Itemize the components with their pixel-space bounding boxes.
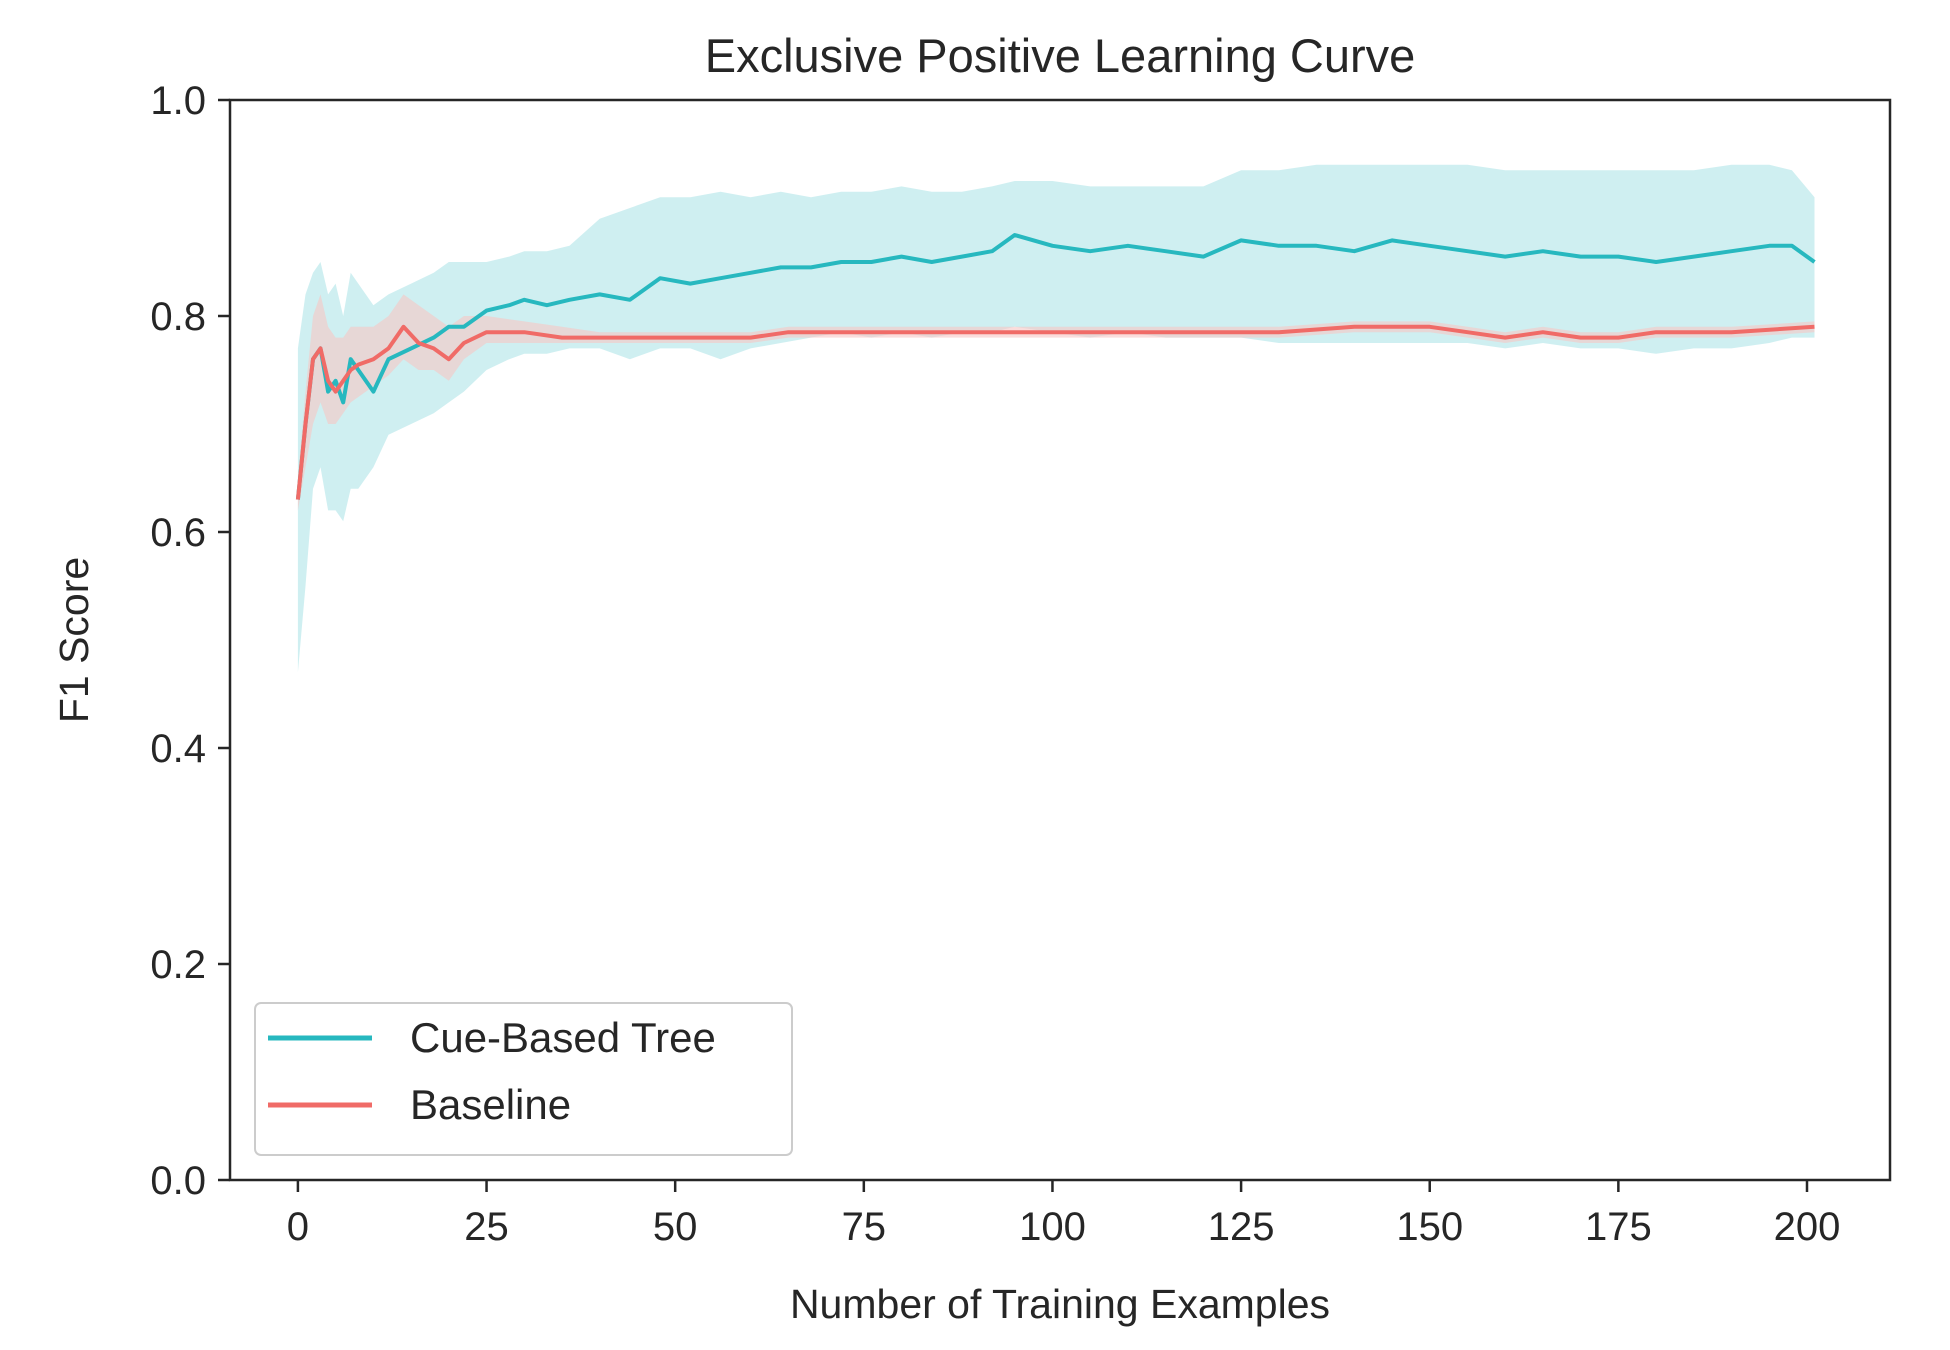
chart-title: Exclusive Positive Learning Curve xyxy=(705,29,1416,82)
legend-box xyxy=(254,1002,793,1156)
x-tick-label: 25 xyxy=(464,1205,509,1249)
x-tick-label: 100 xyxy=(1019,1205,1086,1249)
x-tick-label: 50 xyxy=(653,1205,698,1249)
y-axis-title: F1 Score xyxy=(51,557,97,723)
x-tick-label: 175 xyxy=(1585,1205,1652,1249)
line-baseline xyxy=(295,324,1815,500)
band-cue-based-tree xyxy=(297,164,1815,673)
legend-label-cue-based-tree: Cue-Based Tree xyxy=(410,1014,716,1061)
y-tick-label: 0.8 xyxy=(150,295,206,339)
y-tick-label: 0.2 xyxy=(150,943,206,987)
plot-area-frame xyxy=(228,98,1892,1182)
legend-label-baseline: Baseline xyxy=(410,1081,571,1128)
legend: Cue-Based Tree Baseline xyxy=(254,1002,793,1156)
x-tick-label: 75 xyxy=(842,1205,887,1249)
confidence-bands xyxy=(297,164,1815,673)
line-cue-based-tree xyxy=(295,233,1816,500)
y-tick-label: 0.6 xyxy=(150,511,206,555)
series-lines xyxy=(295,233,1816,500)
y-tick-label: 1.0 xyxy=(150,79,206,123)
band-baseline xyxy=(297,294,1815,511)
x-axis-ticks: 0 25 50 75 100 125 150 175 200 xyxy=(287,1180,1841,1249)
y-tick-label: 0.0 xyxy=(150,1159,206,1203)
y-tick-label: 0.4 xyxy=(150,727,206,771)
x-tick-label: 200 xyxy=(1774,1205,1841,1249)
x-tick-label: 150 xyxy=(1396,1205,1463,1249)
x-tick-label: 0 xyxy=(287,1205,309,1249)
y-axis-ticks: 0.0 0.2 0.4 0.6 0.8 1.0 xyxy=(150,79,230,1203)
x-tick-label: 125 xyxy=(1208,1205,1275,1249)
x-axis-title: Number of Training Examples xyxy=(790,1281,1330,1327)
